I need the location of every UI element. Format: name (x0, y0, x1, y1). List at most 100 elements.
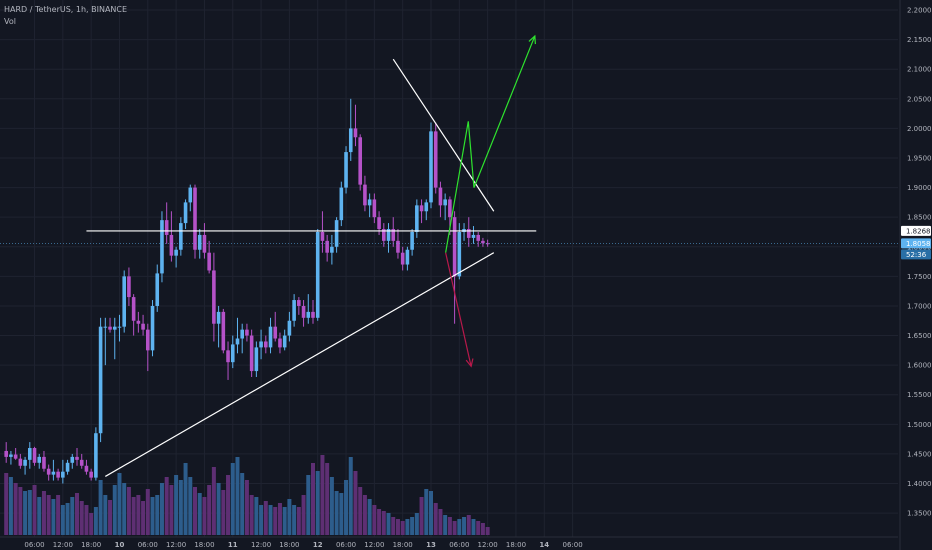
volume-bar (155, 495, 160, 535)
projection-bear-arrowhead (465, 358, 474, 368)
volume-bar (51, 499, 56, 535)
candle-body (433, 131, 438, 188)
candle-body (405, 249, 410, 265)
volume-bar (197, 493, 202, 535)
volume-bar (433, 503, 438, 535)
candle-body (348, 128, 353, 153)
candle-body (207, 252, 211, 271)
volume-bar (112, 485, 117, 535)
volume-bar (457, 519, 462, 535)
candle-body (9, 454, 13, 457)
candle-body (131, 297, 136, 321)
volume-bar (103, 495, 108, 535)
volume-bar (188, 477, 193, 535)
candle-body (164, 220, 169, 235)
candle-body (51, 471, 56, 475)
candle-body (457, 231, 462, 277)
time-tick-label: 18:00 (506, 541, 526, 549)
volume-bars (4, 455, 490, 535)
volume-bar (462, 517, 467, 535)
volume-bar (122, 483, 127, 535)
candle-body (278, 338, 282, 348)
candle-body (202, 234, 207, 253)
volume-bar (277, 503, 282, 535)
candle-body (32, 448, 37, 463)
time-axis[interactable]: 06:00 12:00 18:00 10 06:00 12:00 18:00 11 12:00 1… (0, 536, 898, 549)
candle-body (79, 459, 84, 466)
candle-body (70, 456, 75, 463)
candle-body (108, 326, 112, 330)
candle-body (363, 184, 367, 206)
price-tick-label: 2.1000 (907, 66, 932, 74)
symbol-title[interactable]: HARD / TetherUS, 1h, BINANCE (4, 5, 128, 14)
level-price-tag (901, 225, 931, 236)
price-tick-label: 1.7000 (907, 302, 932, 310)
candle-body (65, 462, 70, 472)
volume-bar (315, 471, 320, 535)
volume-bar (4, 473, 9, 535)
candles (4, 98, 490, 484)
candle-body (226, 350, 230, 363)
candle-body (325, 240, 329, 253)
candle-body (146, 329, 150, 351)
time-tick-label: 12:00 (364, 541, 384, 549)
countdown-text: 52:36 (906, 251, 927, 259)
time-tick-label: 06:00 (336, 541, 356, 549)
candle-body (136, 320, 141, 324)
volume-bar (202, 497, 207, 535)
volume-bar (395, 519, 400, 535)
candle-body (235, 338, 240, 345)
volume-bar (65, 503, 70, 535)
candle-body (400, 252, 405, 265)
candle-body (89, 471, 93, 478)
candle-body (216, 311, 221, 324)
volume-bar (329, 477, 334, 535)
volume-bar (348, 457, 353, 535)
volume-bar (32, 485, 37, 535)
candle-body (42, 456, 46, 469)
candle-body (94, 433, 98, 478)
price-axis[interactable]: 2.2000 2.1500 2.1000 2.0500 2.0000 1.9500 1.90… (899, 0, 932, 550)
volume-bar (334, 491, 339, 535)
volume-bar (381, 511, 386, 535)
volume-bar (443, 515, 448, 535)
volume-bar (207, 485, 212, 535)
chart-legend: HARD / TetherUS, 1h, BINANCE Vol (4, 4, 127, 28)
volume-bar (244, 480, 249, 535)
volume-bar (268, 505, 273, 535)
candle-body (424, 202, 429, 212)
price-tick-label: 1.7500 (907, 273, 932, 281)
candle-body (56, 471, 60, 478)
candle-body (13, 454, 18, 459)
time-tick-label: 12:00 (478, 541, 498, 549)
candle-body (112, 326, 117, 330)
volume-bar (41, 491, 46, 535)
candle-body (481, 240, 485, 244)
volume-bar (98, 480, 103, 535)
volume-label[interactable]: Vol (4, 17, 16, 26)
candle-body (179, 223, 183, 250)
volume-bar (320, 455, 325, 535)
candle-body (471, 234, 476, 238)
volume-bar (325, 463, 330, 535)
candle-body (297, 300, 301, 306)
price-tick-label: 1.8500 (907, 214, 932, 222)
volume-bar (169, 485, 174, 535)
candle-body (221, 311, 226, 351)
last-price-text: 1.8058 (906, 240, 931, 248)
volume-bar (367, 499, 372, 535)
volume-bar (136, 495, 141, 535)
volume-bar (37, 497, 42, 535)
volume-bar (235, 457, 240, 535)
candle-body (292, 300, 296, 321)
volume-bar (164, 477, 169, 535)
candle-body (386, 229, 391, 241)
candle-body (183, 202, 188, 224)
volume-bar (249, 495, 254, 535)
candle-body (382, 229, 386, 241)
candle-body (150, 305, 155, 351)
candle-body (419, 205, 424, 212)
candle-body (268, 326, 273, 348)
time-tick-label: 10 (115, 541, 125, 549)
